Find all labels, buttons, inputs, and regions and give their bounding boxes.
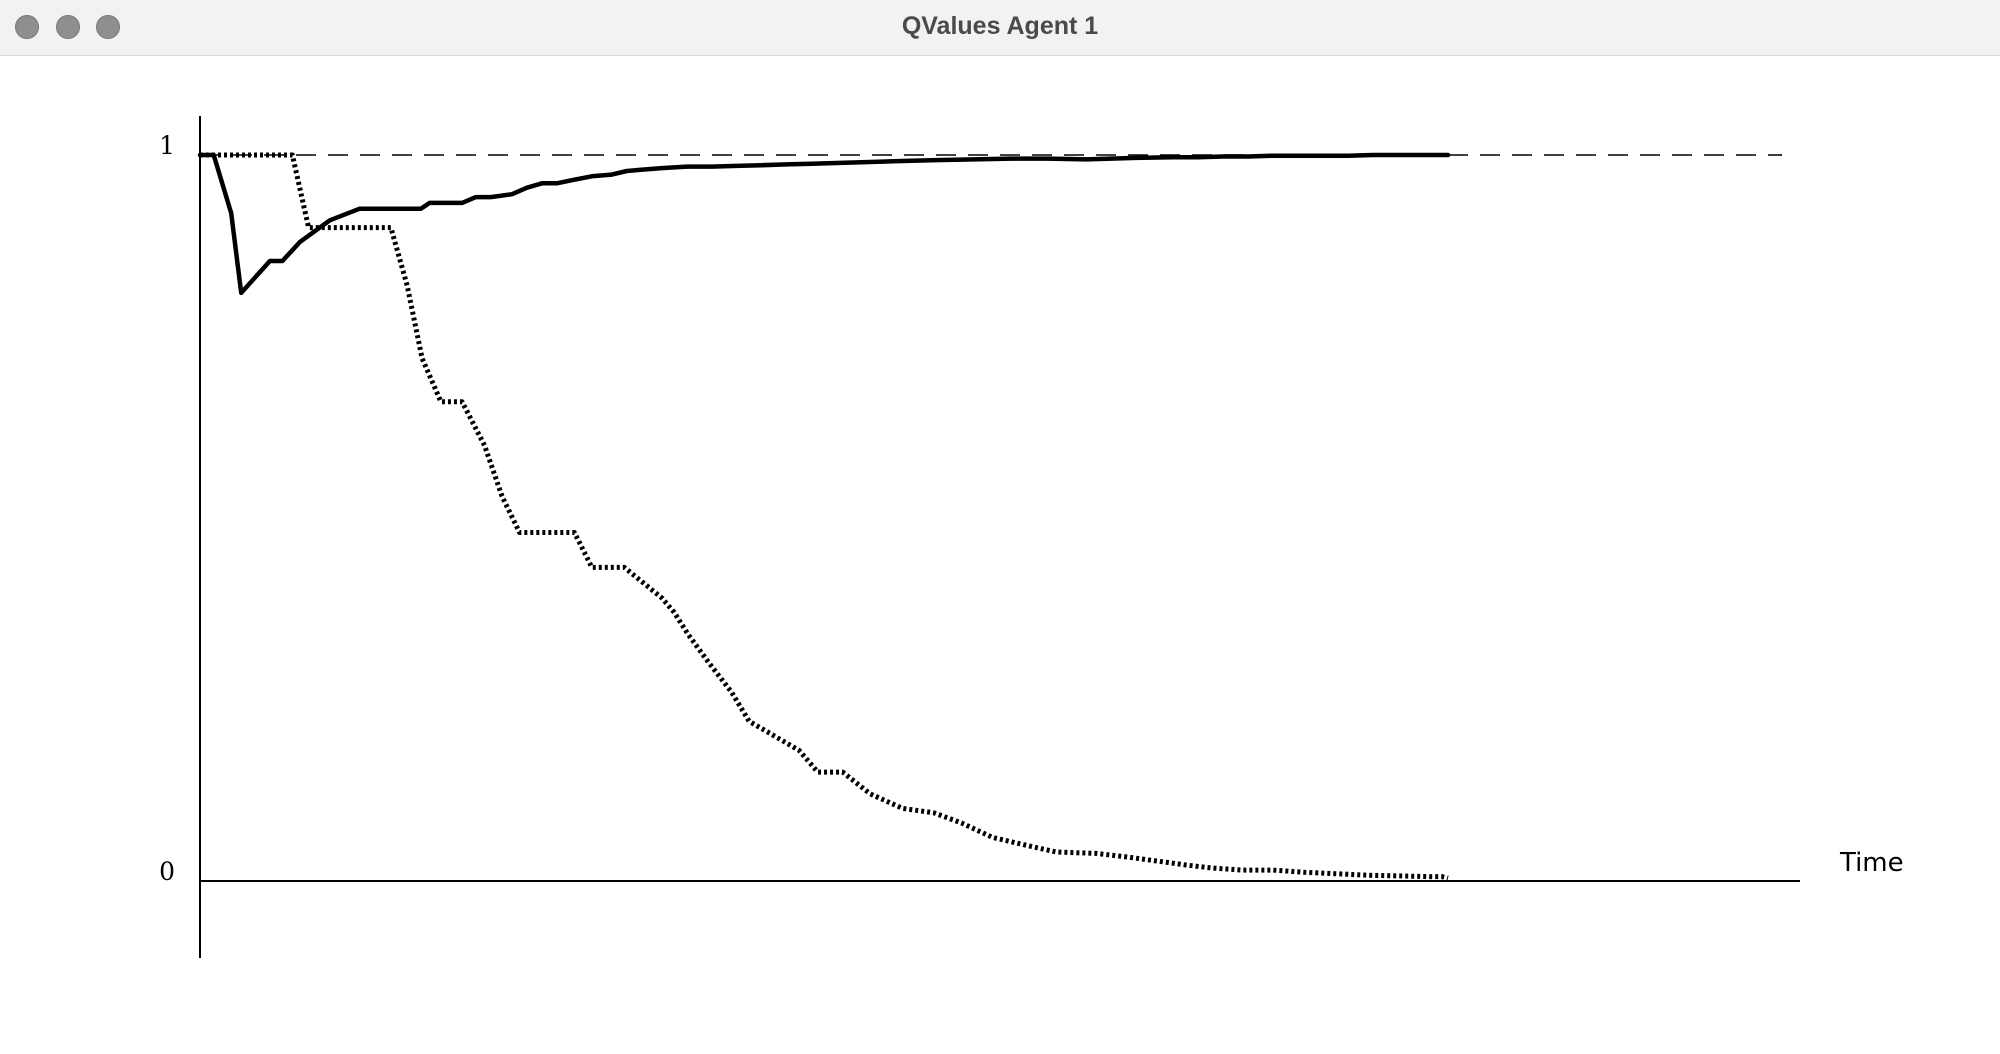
close-button[interactable] xyxy=(15,15,39,39)
zoom-button[interactable] xyxy=(96,15,120,39)
window-title: QValues Agent 1 xyxy=(901,12,1099,40)
x-axis-label: Time xyxy=(1839,848,1904,878)
title-bar[interactable]: QValues Agent 1 xyxy=(0,0,2000,56)
series-line-solid xyxy=(197,152,1451,296)
minimize-button[interactable] xyxy=(56,15,80,39)
series-line-dotted xyxy=(200,152,1449,881)
y-tick-label: 0 xyxy=(159,857,175,886)
y-tick-label: 1 xyxy=(159,131,175,160)
